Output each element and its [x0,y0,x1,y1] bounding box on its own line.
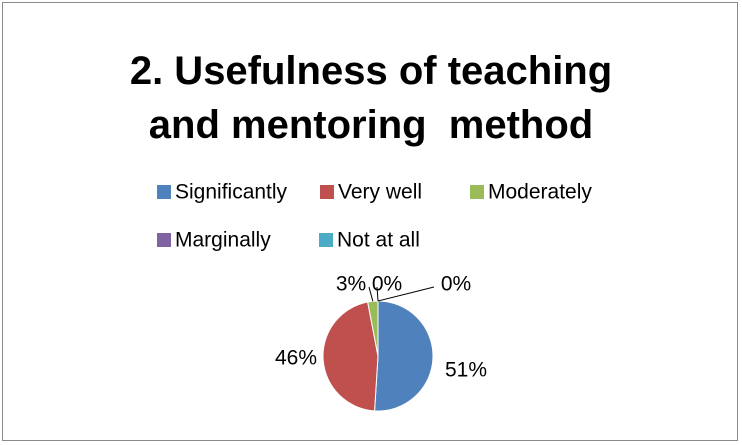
leader-line [368,286,374,302]
pie-slice [322,301,379,412]
data-label: 51% [445,359,487,382]
chart-frame [2,2,738,441]
legend-label: Marginally [175,229,271,252]
legend-swatch [157,185,171,199]
data-label: 46% [275,347,317,370]
legend-label: Significantly [175,181,288,204]
data-label: 0% [441,273,471,296]
leader-line [377,286,435,302]
chart-title: 2. Usefulness of teaching and mentoring … [129,49,624,147]
leader-line [376,286,379,302]
legend-swatch [470,185,484,199]
legend-label: Very well [338,181,422,204]
data-label: 3% [336,273,366,296]
data-label: 0% [372,273,402,296]
legend-swatch [320,185,334,199]
legend-label: Moderately [488,181,592,204]
legend-label: Not at all [337,229,420,252]
pie-slice [374,300,434,412]
legend-swatch [319,233,333,247]
legend-swatch [157,233,171,247]
